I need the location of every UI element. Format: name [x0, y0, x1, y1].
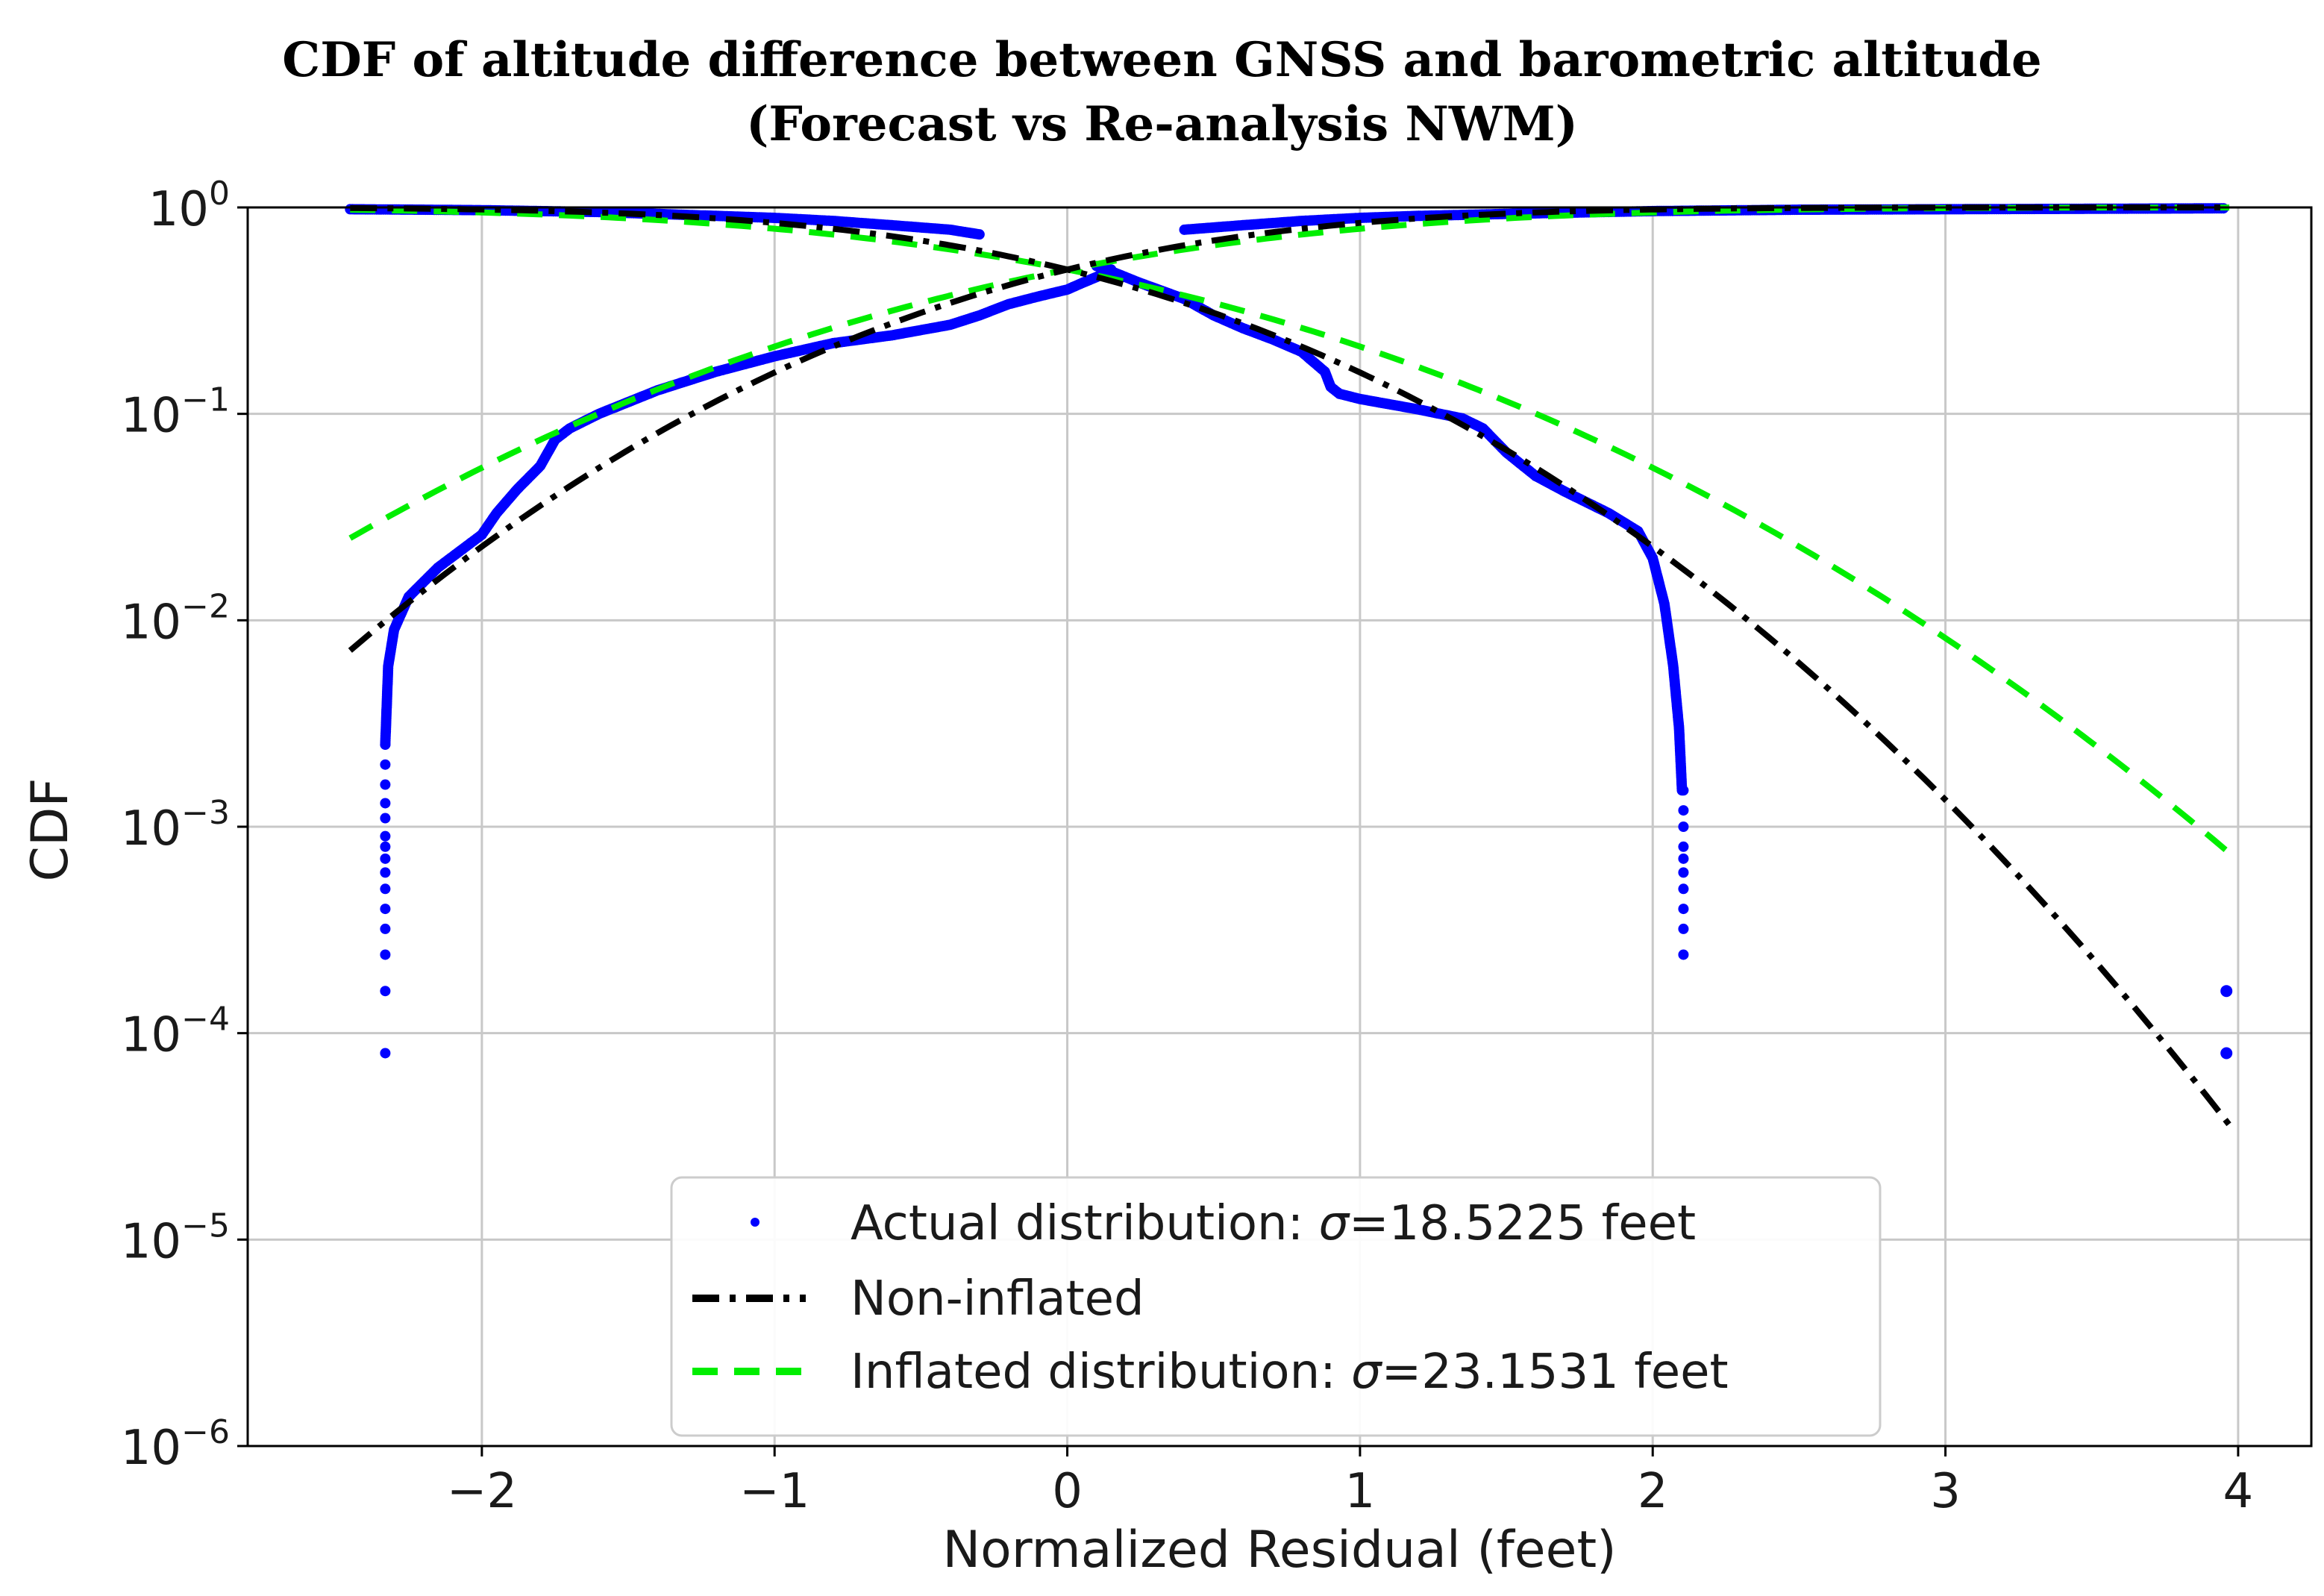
actual-left-dropoff-point [380, 759, 391, 770]
actual-right-dropoff-point [1678, 949, 1689, 960]
legend-actual-sigma: σ [1318, 1196, 1350, 1251]
chart-subtitle: (Forecast vs Re-analysis NWM) [746, 96, 1578, 152]
actual-right-dropoff-point [1678, 883, 1689, 895]
y-tick-base: 10 [121, 595, 181, 650]
y-tick-exponent: −2 [181, 587, 230, 625]
legend-actual-suffix: =18.5225 feet [1349, 1196, 1696, 1251]
actual-right-dropoff-point [1678, 785, 1689, 796]
actual-right-dropoff-point [1678, 822, 1689, 832]
actual-far-point [2220, 985, 2233, 998]
y-tick-exponent: 0 [209, 175, 230, 213]
actual-left-dropoff-point [380, 830, 391, 842]
y-axis-label: CDF [21, 778, 80, 882]
actual-distribution-series [345, 203, 2233, 1060]
actual-left-dropoff-point [380, 841, 391, 852]
legend-label-noninflated: Non-inflated [851, 1271, 1144, 1327]
inflated-cdf-line [348, 204, 2230, 541]
y-tick-label: 10−4 [121, 1001, 230, 1063]
y-tick-label: 10−5 [121, 1207, 230, 1269]
y-tick-label: 10−3 [121, 794, 230, 857]
x-tick-label: −2 [447, 1464, 517, 1519]
legend-actual-prefix: Actual distribution: [851, 1196, 1318, 1251]
x-tick-label: 0 [1052, 1464, 1083, 1519]
actual-left-dropoff-point [380, 986, 391, 997]
legend-inflated-sigma: σ [1351, 1345, 1383, 1400]
y-tick-base: 10 [121, 801, 181, 857]
actual-left-dropoff-point [380, 923, 391, 934]
actual-left-dropoff-point [380, 1048, 391, 1059]
x-axis-label: Normalized Residual (feet) [942, 1521, 1616, 1580]
actual-left-dropoff-point [380, 904, 391, 915]
legend-box [670, 1176, 1882, 1437]
y-tick-exponent: −6 [181, 1413, 230, 1451]
y-tick-label: 100 [148, 175, 230, 237]
actual-right-dropoff-point [1678, 841, 1689, 852]
legend-label-inflated: Inflated distribution: σ=23.1531 feet [851, 1345, 1729, 1400]
x-tick-label: 4 [2223, 1464, 2254, 1519]
actual-left-dropoff-point [380, 779, 391, 790]
x-tick-label: 3 [1930, 1464, 1961, 1519]
y-tick-base: 10 [121, 389, 181, 444]
y-tick-label: 10−2 [121, 587, 230, 650]
y-tick-base: 10 [121, 1008, 181, 1063]
plot-area [345, 203, 2233, 1127]
chart-title-line1: CDF of altitude difference between GNSS … [282, 32, 2042, 88]
actual-left-dropoff-point [380, 739, 391, 750]
actual-right-dropoff-point [1678, 805, 1689, 816]
x-tick-label: −1 [739, 1464, 809, 1519]
noninflated-ccdf-line [350, 204, 2232, 1127]
x-axis: −2 −1 0 1 2 3 4 [447, 1446, 2254, 1519]
y-tick-base: 10 [121, 1214, 181, 1269]
actual-left-dropoff-point [380, 883, 391, 895]
actual-right-dropoff-point [1678, 867, 1689, 878]
actual-right-dropoff-point [1678, 853, 1689, 864]
y-tick-exponent: −1 [181, 381, 230, 419]
actual-right-dropoff-point [1678, 923, 1689, 934]
legend-inflated-prefix: Inflated distribution: [851, 1345, 1351, 1400]
y-tick-base: 10 [121, 1421, 181, 1476]
chart-title: CDF of altitude difference between GNSS … [0, 28, 2324, 157]
x-tick-label: 2 [1638, 1464, 1668, 1519]
actual-lower-plateau-point [974, 229, 985, 240]
actual-left-dropoff-point [380, 853, 391, 864]
actual-left-dropoff-point [380, 949, 391, 960]
legend: Actual distribution: σ=18.5225 feet Non-… [670, 1176, 1882, 1437]
y-tick-label: 10−1 [121, 381, 230, 444]
noninflated-cdf-line [348, 204, 2230, 653]
actual-left-dropoff-point [380, 813, 391, 824]
y-tick-exponent: −3 [181, 794, 230, 832]
y-tick-label: 10−6 [121, 1413, 230, 1476]
actual-right-dropoff-point [1678, 904, 1689, 915]
x-tick-label: 1 [1345, 1464, 1376, 1519]
inflated-ccdf-line [350, 207, 2231, 856]
legend-inflated-suffix: =23.1531 feet [1382, 1345, 1729, 1400]
y-tick-base: 10 [148, 182, 209, 237]
y-tick-exponent: −4 [181, 1001, 230, 1039]
legend-label-actual: Actual distribution: σ=18.5225 feet [851, 1196, 1696, 1251]
actual-left-dropoff-point [380, 798, 391, 809]
actual-left-dropoff-point [380, 867, 391, 878]
y-tick-exponent: −5 [181, 1207, 230, 1245]
legend-marker-actual [751, 1218, 759, 1227]
actual-far-point [2220, 1047, 2233, 1060]
